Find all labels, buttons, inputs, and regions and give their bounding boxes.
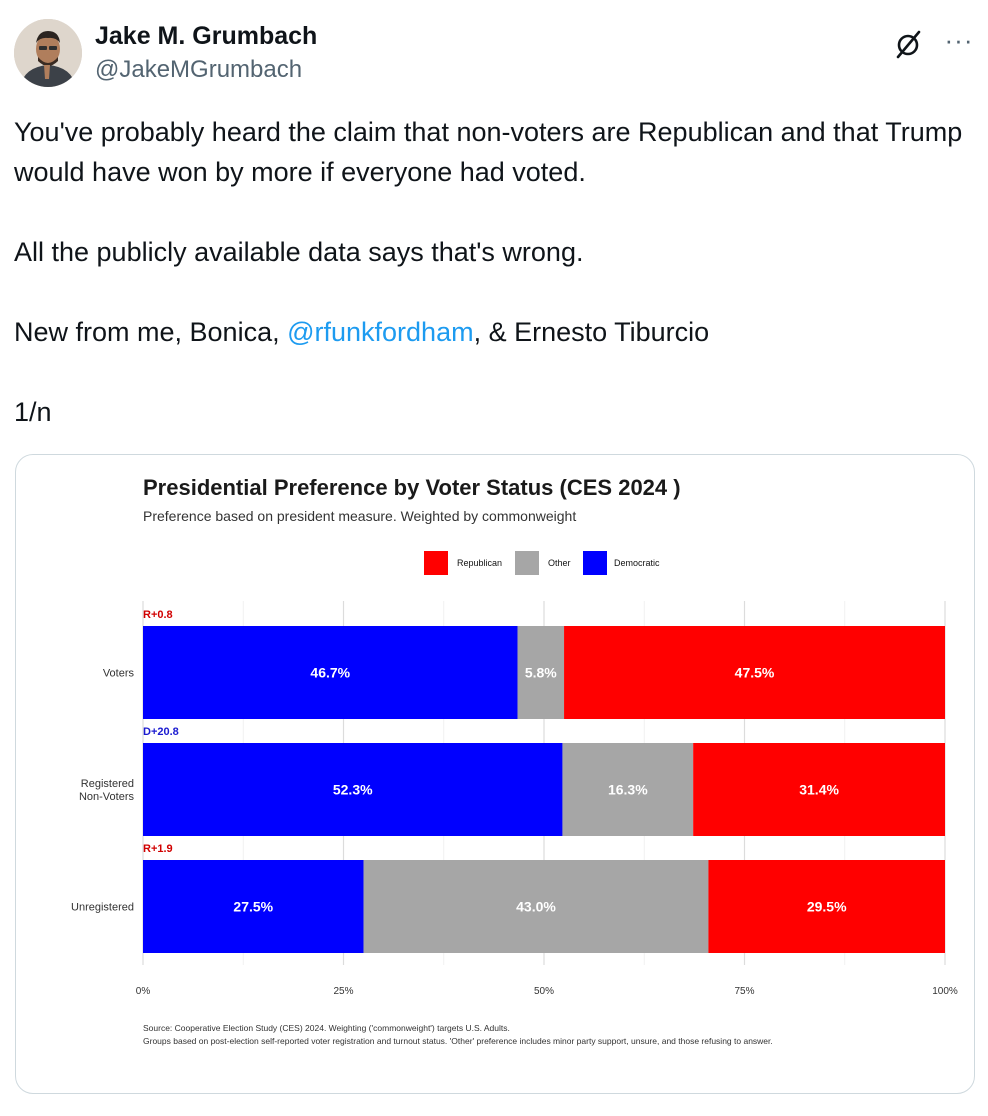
grok-slash-icon[interactable] [892,28,924,60]
margin-label: R+0.8 [143,609,173,621]
legend-label-republican: Republican [457,558,502,568]
bar-other-1 [517,626,565,719]
tweet-paragraph-2: All the publicly available data says tha… [14,237,584,267]
chart-source-line: Groups based on post-election self-repor… [143,1036,773,1046]
x-tick-label: 75% [734,986,754,997]
margin-label: R+1.9 [143,843,173,855]
margin-label: D+20.8 [143,726,179,738]
bar-democratic-2 [143,743,563,836]
x-tick-label: 100% [932,986,958,997]
paragraph-3-suffix: , & Ernesto Tiburcio [473,317,710,347]
bar-value-label: 46.7% [310,665,350,681]
bar-value-label: 43.0% [516,899,556,915]
bar-other-3 [363,860,709,953]
bar-value-label: 47.5% [735,665,775,681]
x-tick-label: 25% [333,986,353,997]
chart-svg: Presidential Preference by Voter Status … [71,475,958,1046]
tweet-paragraph-3: New from me, Bonica, @rfunkfordham, & Er… [14,312,979,352]
bar-democratic-3 [143,860,364,953]
category-label: Voters [103,668,135,680]
author-avatar[interactable] [14,19,82,87]
person-photo-icon [14,19,82,87]
bar-republican-3 [708,860,945,953]
author-handle[interactable]: @JakeMGrumbach [95,56,303,83]
bar-value-label: 5.8% [525,665,557,681]
chart-subtitle: Preference based on president measure. W… [143,508,576,524]
tweet-paragraph-1: You've probably heard the claim that non… [14,117,963,187]
legend-swatch-republican [424,551,448,575]
mention-link[interactable]: @rfunkfordham [287,317,474,347]
legend-swatch-democratic [583,551,607,575]
bar-value-label: 29.5% [807,899,847,915]
legend-label-democratic: Democratic [614,558,660,568]
chart-title: Presidential Preference by Voter Status … [143,475,681,500]
bar-value-label: 16.3% [608,782,648,798]
x-tick-label: 50% [534,986,554,997]
bar-republican-2 [693,743,945,836]
bar-republican-1 [564,626,945,719]
chart-source-line: Source: Cooperative Election Study (CES)… [143,1023,510,1033]
paragraph-3-prefix: New from me, Bonica, [14,317,288,347]
bar-value-label: 31.4% [799,782,839,798]
bar-democratic-1 [143,626,518,719]
tweet-paragraph-4: 1/n [14,397,52,427]
bar-other-2 [562,743,694,836]
author-name[interactable]: Jake M. Grumbach [95,22,318,50]
more-horizontal-icon[interactable]: ··· [944,25,974,55]
bar-value-label: 52.3% [333,782,373,798]
category-label: Unregistered [71,902,134,914]
category-label: Registered [81,778,134,790]
x-tick-label: 0% [136,986,151,997]
bar-value-label: 27.5% [233,899,273,915]
tweet-text: You've probably heard the claim that non… [14,112,979,432]
legend-label-other: Other [548,558,571,568]
chart-image[interactable]: Presidential Preference by Voter Status … [15,454,975,1094]
legend-swatch-other [515,551,539,575]
category-label: Non-Voters [79,791,135,803]
